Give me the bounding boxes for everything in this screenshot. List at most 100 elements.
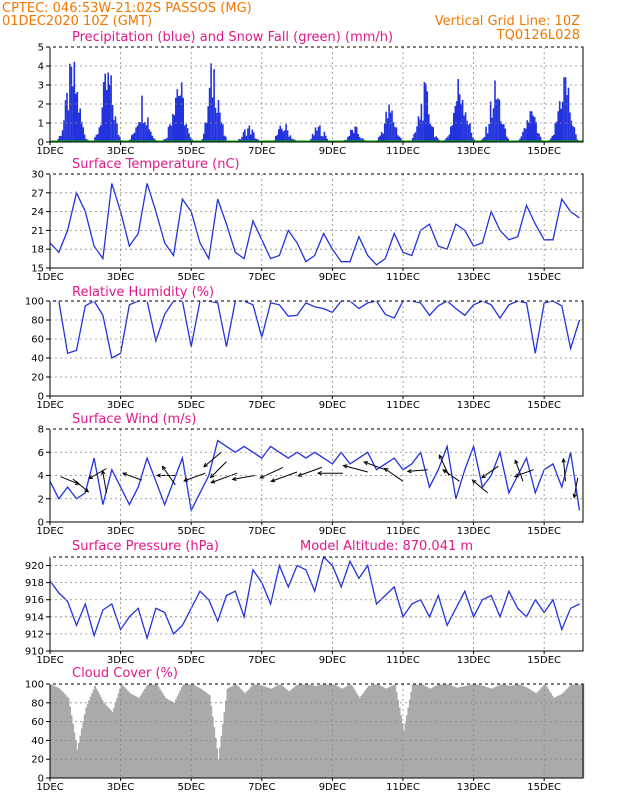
cloud-bar [380, 686, 383, 778]
precip-bar [564, 77, 567, 142]
wind-vector [184, 472, 206, 482]
cloud-bar [570, 684, 573, 778]
cloud-bar [245, 691, 248, 778]
precip-bar [347, 136, 349, 142]
cloud-bar [160, 691, 163, 778]
cloud-bar [358, 698, 361, 778]
cloud-bar [220, 735, 223, 778]
cloud-bar [51, 684, 54, 778]
precip-bar [219, 112, 221, 142]
precip-bar [395, 127, 398, 142]
precip-bar [454, 106, 457, 142]
cloud-bar [250, 687, 252, 778]
precip-bar [400, 138, 402, 142]
wind-vector [60, 476, 80, 485]
cloud-bar [553, 698, 555, 778]
cloud-bar [258, 685, 261, 778]
cloud-bar [263, 686, 266, 778]
cloud-bar [172, 702, 174, 778]
x-tick-label: 3DEC [107, 782, 134, 793]
wind-vector [343, 465, 368, 473]
cloud-bar [58, 688, 61, 778]
cloud-bar [91, 693, 94, 778]
precip-bar [501, 124, 504, 142]
cloud-bar [223, 712, 226, 778]
wind-vector [472, 479, 489, 494]
cloud-bar [151, 684, 154, 778]
precip-bar [102, 82, 105, 142]
cloud-bar [214, 737, 217, 778]
y-tick-label: 27 [31, 188, 44, 199]
rh-title: Relative Humidity (%) [72, 285, 214, 300]
precip-bar [223, 135, 226, 142]
precip-bar [119, 136, 121, 142]
precip-bar [419, 119, 421, 142]
x-tick-label: 1DEC [36, 655, 63, 666]
cloud-bar [491, 688, 494, 778]
cloud-bar [408, 699, 411, 778]
precip-bar [175, 97, 177, 142]
cloud-bar [217, 759, 220, 778]
cloud-bar [63, 693, 66, 778]
cloud-bar [394, 684, 397, 778]
wind-vector [364, 461, 386, 471]
precip-bar [491, 117, 493, 142]
cloud-bar [361, 694, 364, 778]
cloud-bar [373, 684, 376, 778]
cloud-bar [403, 731, 405, 778]
x-tick-label: 15DEC [527, 782, 561, 793]
precip-bar [220, 122, 223, 142]
precip-bar [135, 127, 137, 142]
cloud-bar [398, 707, 401, 778]
precip-bar [280, 128, 283, 142]
precip-bar [241, 136, 243, 142]
precip-bar [530, 111, 533, 142]
cloud-bar [123, 687, 126, 778]
x-tick-label: 11DEC [386, 655, 420, 666]
precip-bar [108, 84, 111, 142]
cloud-bar [514, 684, 517, 778]
cloud-bar [94, 685, 96, 778]
precip-bar [557, 111, 559, 142]
precip-bar [142, 123, 145, 142]
cloud-bar [136, 697, 139, 778]
cloud-bar [545, 686, 548, 778]
precip-bar [416, 126, 418, 142]
rh-series-line [50, 300, 581, 359]
cloud-bar [188, 684, 191, 778]
wind-vector [260, 466, 284, 479]
cloud-bar [330, 684, 333, 778]
precip-bar [216, 113, 218, 142]
x-tick-label: 3DEC [107, 526, 134, 537]
precip-bar [497, 98, 499, 142]
y-tick-label: 60 [31, 335, 44, 346]
precip-bar [538, 133, 540, 142]
x-tick-label: 3DEC [107, 655, 134, 666]
cloud-bar [132, 695, 135, 778]
cloud-bar [407, 707, 410, 778]
wind-vector [271, 471, 298, 482]
precip-bar [432, 127, 434, 142]
cloud-bar [125, 688, 127, 778]
x-tick-label: 9DEC [319, 782, 346, 793]
precip-bar [247, 128, 249, 142]
precip-bar [151, 135, 154, 142]
y-tick-label: 910 [25, 647, 44, 658]
temp-frame [49, 173, 584, 269]
precip-bar [176, 89, 179, 142]
precip-bar [348, 135, 351, 142]
precip-bar [183, 125, 186, 142]
precip-bar [489, 101, 492, 142]
cloud-bar [439, 684, 442, 778]
cloud-bar [354, 691, 357, 778]
cloud-bar [176, 696, 179, 778]
cloud-bar [508, 685, 511, 778]
precip-bar [388, 104, 390, 142]
cloud-bar [489, 688, 492, 778]
cloud-bar [339, 687, 342, 778]
precip-bar [136, 125, 139, 142]
cloud-panel: 0 20 40 60 80 100 1DEC 3DEC 5DEC 7DEC 9DEC 11DEC 13D… [25, 680, 585, 793]
wind-vector-head [438, 454, 443, 460]
cloud-bar [276, 685, 279, 778]
precip-bar [214, 107, 217, 142]
